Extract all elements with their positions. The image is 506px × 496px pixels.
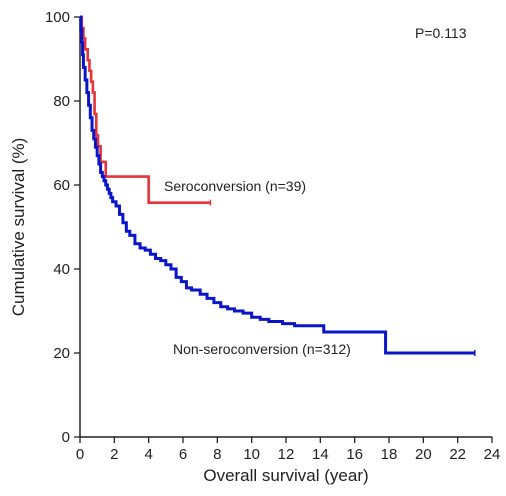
- x-tick-label: 18: [381, 446, 398, 463]
- y-tick-label: 20: [53, 345, 70, 362]
- x-axis-ticks: 0 2 4 6 8 10 12 14 16 18 20 22 24: [76, 437, 501, 463]
- x-axis-title: Overall survival (year): [203, 466, 368, 485]
- x-tick-label: 24: [484, 446, 501, 463]
- x-tick-label: 16: [346, 446, 363, 463]
- series-layer: [79, 15, 476, 356]
- y-tick-label: 40: [53, 261, 70, 278]
- x-tick-label: 4: [144, 446, 152, 463]
- series-line-non-seroconversion: [79, 15, 475, 355]
- plot-area: [79, 17, 492, 438]
- series-label-seroconversion: Seroconversion (n=39): [164, 178, 306, 194]
- x-tick-label: 8: [213, 446, 221, 463]
- y-tick-label: 80: [53, 93, 70, 110]
- x-tick-label: 0: [76, 446, 84, 463]
- x-tick-label: 6: [179, 446, 187, 463]
- x-tick-label: 12: [278, 446, 295, 463]
- y-tick-label: 60: [53, 177, 70, 194]
- y-tick-label: 100: [45, 9, 70, 26]
- series-label-non-seroconversion: Non-seroconversion (n=312): [173, 341, 351, 357]
- p-value-annotation: P=0.113: [415, 25, 467, 41]
- y-axis-title: Cumulative survival (%): [9, 138, 28, 317]
- x-tick-label: 2: [110, 446, 118, 463]
- x-tick-label: 10: [243, 446, 260, 463]
- x-tick-label: 20: [415, 446, 432, 463]
- y-tick-label: 0: [62, 429, 70, 446]
- series-line-seroconversion: [80, 15, 211, 204]
- x-tick-label: 22: [449, 446, 466, 463]
- x-tick-label: 14: [312, 446, 329, 463]
- y-axis-ticks: 0 20 40 60 80 100: [45, 9, 80, 446]
